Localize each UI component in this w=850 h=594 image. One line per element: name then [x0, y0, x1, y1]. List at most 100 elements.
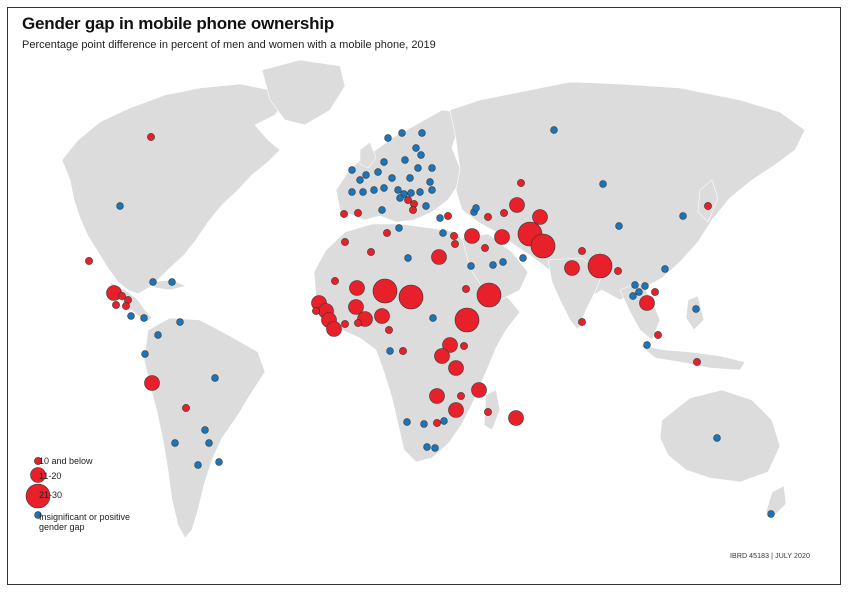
country-marker-insignificant [679, 212, 687, 220]
country-marker-gap [530, 233, 556, 259]
landmass-indonesia [638, 344, 746, 371]
country-marker-gap [471, 382, 487, 398]
country-marker-gap [578, 247, 586, 255]
country-marker-insignificant [384, 134, 392, 142]
country-marker-insignificant [168, 278, 176, 286]
landmass-africa [313, 223, 521, 463]
country-marker-gap [385, 326, 393, 334]
country-marker-insignificant [205, 439, 213, 447]
country-marker-gap [704, 202, 712, 210]
country-marker-insignificant [378, 206, 386, 214]
country-marker-insignificant [629, 292, 637, 300]
country-marker-gap [484, 408, 492, 416]
country-marker-insignificant [211, 374, 219, 382]
country-marker-gap [404, 196, 412, 204]
country-marker-insignificant [401, 156, 409, 164]
country-marker-insignificant [499, 258, 507, 266]
country-marker-insignificant [116, 202, 124, 210]
country-marker-insignificant [406, 174, 414, 182]
country-marker-insignificant [615, 222, 623, 230]
legend-label-insignificant: Insignificant or positive [39, 512, 131, 522]
map-credit: IBRD 45183 | JULY 2020 [730, 553, 811, 560]
country-marker-gap [693, 358, 701, 366]
country-marker-gap [509, 197, 525, 213]
landmass-europe [335, 109, 461, 223]
legend-label-insignificant-line2: gender gap [39, 522, 85, 532]
country-marker-insignificant [599, 180, 607, 188]
country-marker-insignificant [467, 262, 475, 270]
country-marker-gap [614, 267, 622, 275]
country-marker-gap [454, 307, 480, 333]
country-marker-gap [367, 248, 375, 256]
country-marker-gap [312, 307, 320, 315]
country-marker-insignificant [631, 281, 639, 289]
country-marker-gap [182, 404, 190, 412]
country-marker-gap [639, 295, 655, 311]
country-marker-insignificant [356, 176, 364, 184]
country-marker-insignificant [439, 229, 447, 237]
country-marker-insignificant [403, 418, 411, 426]
country-marker-gap [354, 319, 362, 327]
landmass-new-zealand [765, 485, 787, 517]
landmass-uk [359, 141, 377, 169]
country-marker-gap [354, 209, 362, 217]
country-marker-insignificant [154, 331, 162, 339]
country-marker-insignificant [176, 318, 184, 326]
country-marker-insignificant [440, 417, 448, 425]
country-marker-insignificant [519, 254, 527, 262]
country-marker-gap [326, 321, 342, 337]
country-marker-insignificant [396, 194, 404, 202]
country-marker-insignificant [171, 439, 179, 447]
legend-marker-medium [30, 467, 46, 483]
country-marker-insignificant [436, 214, 444, 222]
country-marker-gap [654, 331, 662, 339]
country-marker-gap [383, 229, 391, 237]
country-marker-insignificant [359, 188, 367, 196]
country-marker-gap [122, 302, 130, 310]
country-marker-gap [349, 280, 365, 296]
country-marker-gap [508, 410, 524, 426]
country-marker-gap [448, 360, 464, 376]
country-marker-insignificant [380, 158, 388, 166]
country-marker-gap [587, 253, 613, 279]
country-marker-insignificant [428, 186, 436, 194]
country-marker-gap [494, 229, 510, 245]
country-marker-insignificant [412, 144, 420, 152]
country-marker-gap [457, 392, 465, 400]
country-marker-insignificant [201, 426, 209, 434]
country-marker-gap [500, 209, 508, 217]
landmass-philippines [685, 295, 705, 331]
country-marker-gap [429, 388, 445, 404]
country-marker-gap [112, 301, 120, 309]
country-marker-insignificant [394, 186, 402, 194]
country-marker-insignificant [428, 164, 436, 172]
country-marker-gap [331, 277, 339, 285]
country-marker-insignificant [429, 314, 437, 322]
landmass-caribbean [149, 279, 187, 291]
legend-marker-large [25, 483, 51, 509]
country-marker-insignificant [418, 129, 426, 137]
country-marker-insignificant [362, 171, 370, 179]
country-marker-insignificant [767, 510, 775, 518]
country-marker-insignificant [489, 261, 497, 269]
country-marker-gap [341, 320, 349, 328]
country-marker-gap [340, 210, 348, 218]
country-marker-insignificant [635, 288, 643, 296]
country-marker-insignificant [431, 444, 439, 452]
country-marker-insignificant [395, 224, 403, 232]
country-marker-insignificant [692, 305, 700, 313]
country-marker-gap [341, 238, 349, 246]
country-marker-insignificant [661, 265, 669, 273]
landmass-greenland [261, 59, 346, 126]
country-marker-gap [85, 257, 93, 265]
country-marker-insignificant [407, 189, 415, 197]
country-marker-gap [433, 419, 441, 427]
country-marker-gap [144, 375, 160, 391]
country-marker-insignificant [388, 174, 396, 182]
country-marker-insignificant [127, 312, 135, 320]
country-marker-gap [532, 209, 548, 225]
country-marker-insignificant [417, 151, 425, 159]
country-marker-insignificant [416, 188, 424, 196]
legend-label-small: 10 and below [39, 456, 93, 466]
country-marker-insignificant [370, 186, 378, 194]
